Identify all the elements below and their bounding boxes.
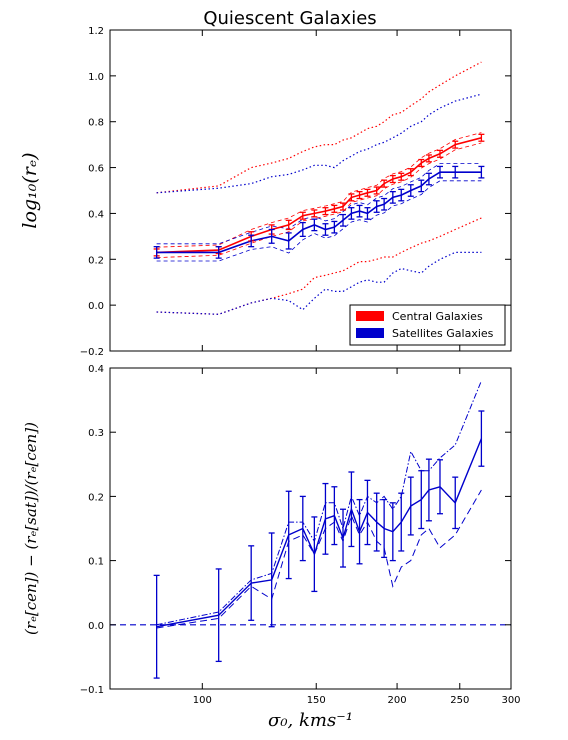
y-tick-label: 0.8 <box>88 118 104 129</box>
y-tick-label: 1.0 <box>88 72 104 83</box>
y-tick-label: −0.2 <box>80 347 104 358</box>
bottom-plot-frame <box>109 367 512 690</box>
legend-swatch-satellite <box>356 328 384 338</box>
satellite-error-envelope <box>156 163 482 245</box>
x-tick-label: 100 <box>193 695 212 706</box>
top-y-ticks: −0.2 0.0 0.2 0.4 0.6 0.8 1.0 1.2 <box>80 26 511 358</box>
y-tick-label: 0.4 <box>88 364 104 375</box>
top-x-ticks <box>201 30 512 351</box>
difference-upper-line <box>156 380 482 626</box>
y-tick-label: 0.4 <box>88 209 104 220</box>
central-error-envelope <box>156 132 482 248</box>
legend-label-satellite: Satellites Galaxies <box>392 327 494 340</box>
x-axis-label: σ₀, kms⁻¹ <box>268 710 353 731</box>
top-panel: −0.2 0.0 0.2 0.4 0.6 0.8 1.0 1.2 log₁₀(rₑ) Cent… <box>19 26 512 358</box>
y-tick-label: 1.2 <box>88 26 104 37</box>
central-upper-band-line <box>156 61 482 194</box>
satellite-upper-band-line <box>156 93 482 194</box>
y-tick-label: 0.3 <box>88 428 104 439</box>
x-tick-label: 250 <box>450 695 469 706</box>
satellite-error-envelope <box>156 180 482 262</box>
y-tick-label: 0.2 <box>88 255 104 266</box>
figure-title: Quiescent Galaxies <box>203 8 376 29</box>
y-tick-label: 0.0 <box>88 621 104 632</box>
x-tick-label: 200 <box>388 695 407 706</box>
top-errorbar-group <box>153 133 485 259</box>
satellite-lower-band-line <box>156 251 482 315</box>
y-tick-label: 0.1 <box>88 557 104 568</box>
y-tick-label: −0.1 <box>80 685 104 696</box>
x-tick-label: 300 <box>501 695 520 706</box>
bottom-panel: −0.1 0.0 0.1 0.2 0.3 0.4 100 150 200 250 300 (rₑ[… <box>22 364 521 706</box>
bottom-errorbar-group <box>153 410 485 679</box>
y-tick-label: 0.6 <box>88 164 104 175</box>
x-tick-label: 150 <box>307 695 326 706</box>
top-y-axis-label: log₁₀(rₑ) <box>19 152 41 228</box>
legend: Central Galaxies Satellites Galaxies <box>349 304 506 346</box>
difference-lower-line <box>156 489 482 629</box>
legend-swatch-central <box>356 311 384 321</box>
bottom-y-ticks: −0.1 0.0 0.1 0.2 0.3 0.4 <box>80 364 511 696</box>
bottom-y-axis-label: (rₑ[cen]) − (rₑ[sat])/(rₑ[cen]) <box>22 422 40 635</box>
legend-label-central: Central Galaxies <box>392 310 483 323</box>
y-tick-label: 0.2 <box>88 492 104 503</box>
y-tick-label: 0.0 <box>88 301 104 312</box>
bottom-x-ticks: 100 150 200 250 300 <box>193 368 521 706</box>
central-lower-band-line <box>156 217 482 315</box>
top-plot-frame <box>109 29 512 352</box>
